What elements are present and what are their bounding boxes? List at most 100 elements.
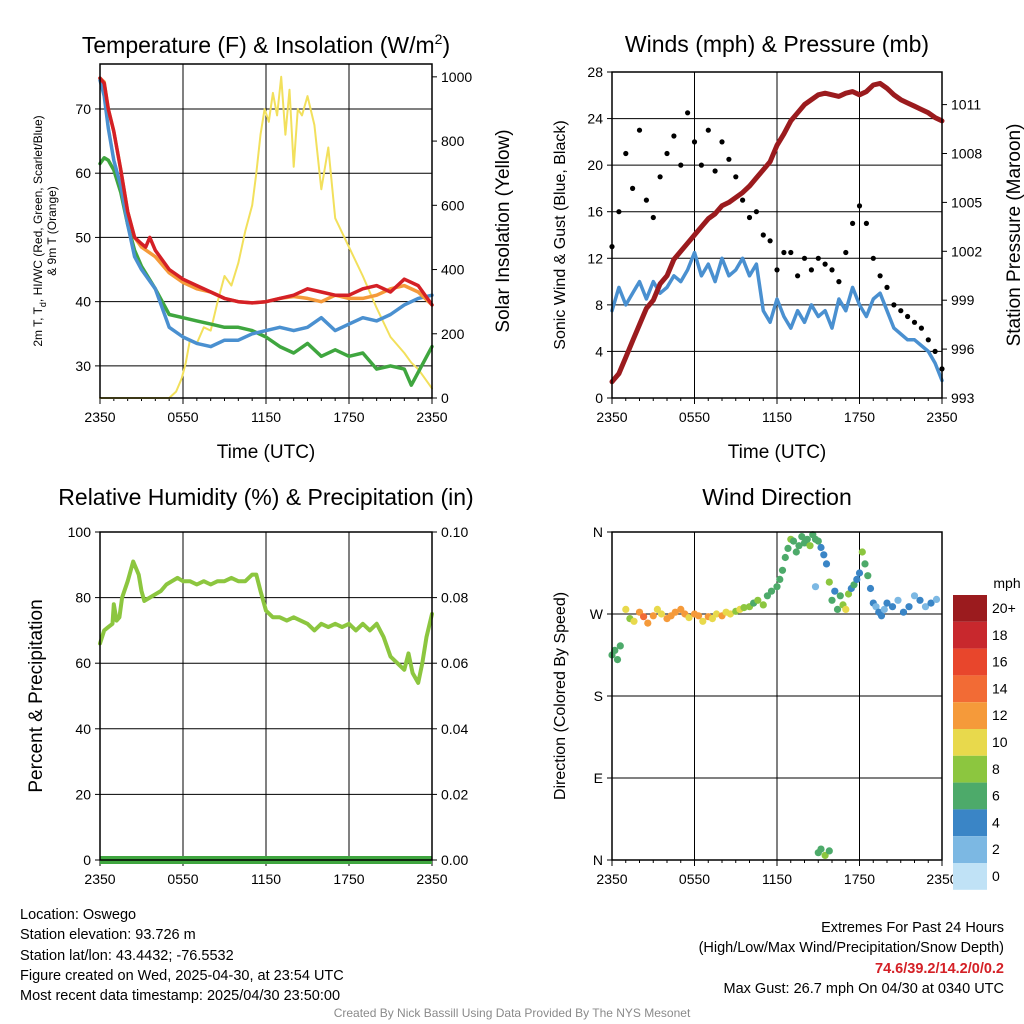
station-info: Location: Oswego Station elevation: 93.7… bbox=[20, 905, 344, 1006]
direction-point bbox=[789, 537, 798, 545]
direction-point bbox=[842, 605, 850, 614]
direction-point bbox=[630, 617, 638, 625]
speed-legend-label: 0 bbox=[992, 868, 1000, 884]
wind-panel-ytick-right-label: 993 bbox=[951, 390, 975, 406]
wind-panel-xtick-label: 2350 bbox=[596, 409, 627, 425]
speed-legend-label: 20+ bbox=[992, 600, 1016, 616]
rh-panel-title: Relative Humidity (%) & Precipitation (i… bbox=[58, 484, 473, 510]
gust-point bbox=[623, 150, 629, 157]
direction-point bbox=[778, 566, 787, 574]
dir-panel-ytick-label: S bbox=[594, 688, 603, 704]
rh-panel-ytick-right-label: 0.10 bbox=[441, 524, 468, 540]
speed-legend-swatch bbox=[953, 675, 987, 703]
rh-panel-ytick-right-label: 0.02 bbox=[441, 786, 468, 802]
gust-point bbox=[671, 133, 677, 139]
gust-point bbox=[932, 348, 938, 354]
direction-point bbox=[814, 537, 822, 545]
rh-panel-ytick-right-label: 0.00 bbox=[441, 852, 468, 868]
gust-point bbox=[643, 197, 650, 203]
wind-panel-ytick-right-label: 999 bbox=[951, 292, 975, 308]
rh-panel-xtick-label: 1750 bbox=[333, 871, 364, 887]
max-gust: Max Gust: 26.7 mph On 04/30 at 0340 UTC bbox=[723, 980, 1004, 997]
direction-point bbox=[803, 535, 811, 543]
gust-point bbox=[829, 267, 835, 273]
temp-panel-ytick-right-label: 200 bbox=[441, 326, 465, 342]
speed-legend-swatch bbox=[953, 729, 987, 756]
station-latlon: Station lat/lon: 43.4432; -76.5532 bbox=[20, 947, 234, 964]
rh-panel-ytick-label: 100 bbox=[68, 524, 92, 540]
direction-point bbox=[613, 656, 622, 664]
speed-legend-label: 14 bbox=[992, 680, 1008, 696]
wind-panel-xtick-label: 2350 bbox=[926, 409, 957, 425]
direction-point bbox=[858, 548, 866, 556]
temp-panel-ytick-right-label: 0 bbox=[441, 390, 449, 406]
rh-panel-ytick-right-label: 0.06 bbox=[441, 655, 468, 671]
wind-panel-ylabel-right: Station Pressure (Maroon) bbox=[1004, 124, 1024, 347]
gust-point bbox=[925, 337, 931, 343]
speed-legend-swatch bbox=[953, 702, 987, 729]
direction-point bbox=[825, 847, 833, 855]
direction-point bbox=[880, 605, 888, 614]
wind-panel-ytick-label: 28 bbox=[587, 64, 603, 80]
direction-point bbox=[740, 604, 748, 612]
wind-panel-ytick-label: 8 bbox=[595, 297, 603, 313]
dir-panel-ytick-label: N bbox=[593, 852, 603, 868]
direction-point bbox=[844, 590, 853, 598]
direction-point bbox=[820, 551, 828, 559]
rh-panel-ytick-label: 60 bbox=[75, 655, 91, 671]
gust-point bbox=[630, 185, 636, 191]
rh-panel-plot-border bbox=[99, 531, 433, 861]
direction-point bbox=[866, 584, 875, 593]
temperature-line bbox=[98, 76, 434, 307]
speed-legend-label: 18 bbox=[992, 627, 1008, 643]
wind-panel-ytick-label: 16 bbox=[587, 204, 603, 220]
gust-point bbox=[863, 220, 870, 226]
direction-point bbox=[773, 583, 781, 591]
temp-panel-ytick-label: 50 bbox=[75, 229, 91, 245]
gust-point bbox=[740, 197, 746, 203]
wind-panel-ytick-label: 12 bbox=[587, 250, 603, 266]
gust-point bbox=[698, 162, 705, 168]
dir-panel-xtick-label: 1750 bbox=[844, 871, 875, 887]
direction-point bbox=[817, 543, 825, 552]
speed-legend-swatch bbox=[953, 595, 987, 622]
gust-point bbox=[650, 214, 656, 221]
direction-point bbox=[649, 612, 657, 620]
station-elevation: Station elevation: 93.726 m bbox=[20, 927, 196, 944]
speed-legend-label: 10 bbox=[992, 734, 1008, 750]
speed-legend-label: 12 bbox=[992, 707, 1008, 723]
temp-panel-xtick-label: 2350 bbox=[416, 409, 447, 425]
speed-legend-swatch bbox=[953, 755, 987, 783]
temp-panel-xlabel: Time (UTC) bbox=[217, 442, 316, 463]
gust-point bbox=[850, 220, 856, 226]
speed-legend-label: 16 bbox=[992, 654, 1008, 670]
station-location: Location: Oswego bbox=[20, 907, 137, 923]
gust-point bbox=[774, 267, 780, 273]
gust-point bbox=[664, 150, 670, 157]
extremes-legend: (High/Low/Max Wind/Precipitation/Snow De… bbox=[698, 940, 1004, 957]
temp-panel-ytick-label: 70 bbox=[75, 101, 91, 117]
rh-panel-ytick-label: 80 bbox=[75, 590, 91, 606]
direction-point bbox=[894, 596, 902, 604]
speed-legend-swatch bbox=[953, 809, 987, 837]
gust-point bbox=[685, 110, 691, 116]
gust-point bbox=[856, 203, 863, 209]
gust-point bbox=[843, 249, 849, 256]
gust-point bbox=[691, 139, 698, 145]
direction-point bbox=[798, 533, 806, 541]
direction-point bbox=[784, 544, 792, 553]
wind-panel-ytick-label: 4 bbox=[595, 343, 603, 359]
wind-panel-ytick-label: 20 bbox=[587, 157, 603, 173]
speed-legend-swatch bbox=[953, 621, 987, 649]
gust-point bbox=[753, 209, 760, 215]
gust-point bbox=[719, 139, 725, 145]
wind-panel-title: Winds (mph) & Pressure (mb) bbox=[625, 31, 929, 57]
gust-point bbox=[712, 168, 718, 174]
direction-point bbox=[763, 592, 772, 600]
gust-point bbox=[760, 232, 766, 238]
direction-point bbox=[828, 596, 836, 604]
direction-point bbox=[712, 610, 721, 618]
speed-legend-label: 4 bbox=[992, 814, 1000, 830]
temp-panel-xtick-label: 0550 bbox=[167, 409, 198, 425]
